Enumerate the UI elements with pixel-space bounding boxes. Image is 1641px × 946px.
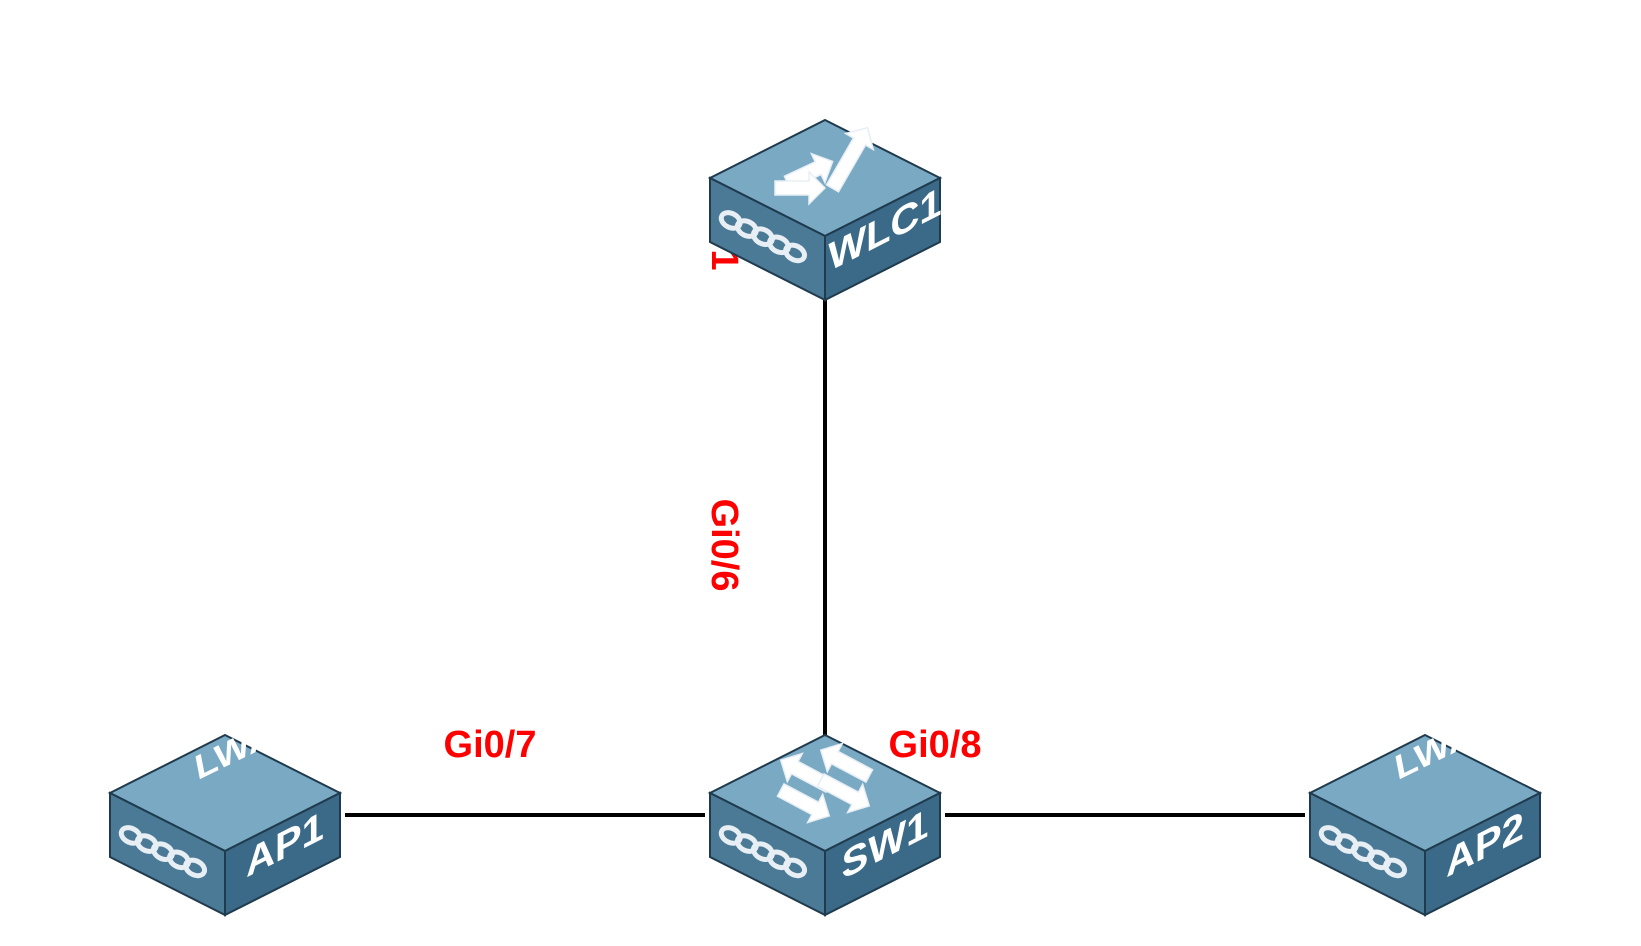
port-label: Gi0/8 — [889, 724, 982, 766]
network-diagram: 1Gi0/6Gi0/7Gi0/8WLC1SW1LWAPAP1LWAPAP2 — [0, 0, 1641, 946]
links-layer: 1Gi0/6Gi0/7Gi0/8 — [345, 249, 1305, 815]
device-ap1: LWAPAP1 — [110, 701, 340, 915]
device-wlc1: WLC1 — [710, 120, 942, 300]
device-ap2: LWAPAP2 — [1310, 701, 1540, 915]
port-label: Gi0/6 — [703, 499, 745, 592]
port-label: Gi0/7 — [444, 724, 537, 766]
